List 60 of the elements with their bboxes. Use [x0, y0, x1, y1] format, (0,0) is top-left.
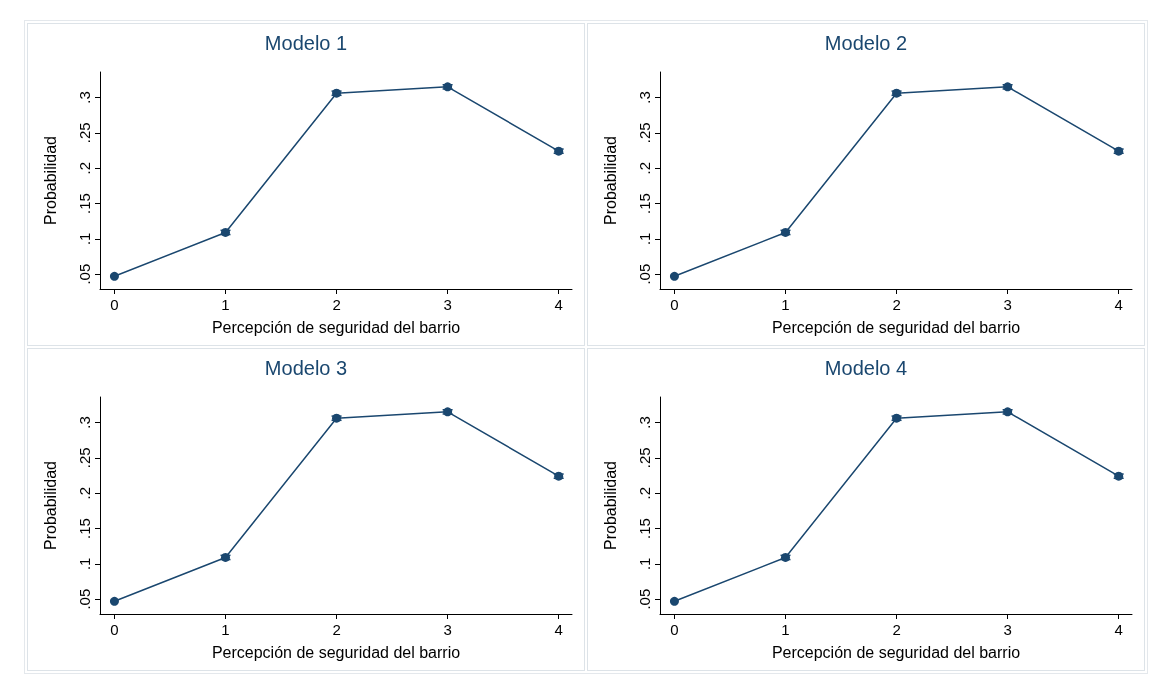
y-tick-label: .05	[636, 263, 653, 285]
chart-title: Modelo 4	[824, 357, 908, 379]
x-tick-label: 3	[443, 296, 452, 313]
x-tick-label: 1	[781, 296, 790, 313]
y-axis-title: Probabilidad	[601, 461, 619, 550]
y-tick-label: .3	[76, 91, 93, 104]
x-tick-label: 0	[110, 296, 119, 313]
x-tick-label: 0	[110, 621, 119, 638]
x-tick-label: 1	[221, 621, 230, 638]
x-axis-title: Percepción de seguridad del barrio	[211, 643, 461, 661]
y-tick-label: .15	[76, 518, 93, 539]
chart-title: Modelo 1	[264, 32, 348, 54]
y-axis-title: Probabilidad	[41, 136, 59, 225]
x-tick-label: 3	[443, 621, 452, 638]
point	[669, 271, 679, 281]
point	[109, 596, 119, 606]
y-tick-label: .15	[636, 518, 653, 539]
y-tick-label: .05	[636, 588, 653, 610]
y-tick-label: .25	[636, 122, 653, 144]
chart-title: Modelo 2	[824, 32, 908, 54]
y-tick-label: .1	[76, 557, 93, 571]
y-tick-label: .25	[76, 447, 93, 469]
y-tick-label: .05	[76, 263, 93, 285]
y-tick-label: .1	[636, 232, 653, 246]
y-tick-label: .15	[76, 193, 93, 214]
x-tick-label: 1	[781, 621, 790, 638]
x-tick-label: 4	[1114, 621, 1123, 638]
y-tick-label: .25	[636, 447, 653, 469]
x-tick-label: 2	[332, 621, 341, 638]
x-tick-label: 0	[670, 296, 679, 313]
x-tick-label: 2	[892, 621, 901, 638]
y-tick-label: .1	[636, 557, 653, 571]
x-tick-label: 1	[221, 296, 230, 313]
y-tick-label: .2	[76, 161, 93, 175]
y-tick-label: .3	[636, 416, 653, 429]
y-tick-label: .2	[636, 486, 653, 500]
x-tick-label: 3	[1003, 621, 1012, 638]
x-tick-label: 2	[332, 296, 341, 313]
y-axis-title: Probabilidad	[601, 136, 619, 225]
y-tick-label: .2	[636, 161, 653, 175]
y-tick-label: .3	[636, 91, 653, 104]
x-axis-title: Percepción de seguridad del barrio	[211, 318, 461, 336]
x-tick-label: 2	[892, 296, 901, 313]
point	[669, 596, 679, 606]
x-tick-label: 0	[670, 621, 679, 638]
x-tick-label: 4	[1114, 296, 1123, 313]
x-tick-label: 4	[554, 296, 563, 313]
x-tick-label: 3	[1003, 296, 1012, 313]
y-tick-label: .05	[76, 588, 93, 610]
chart-title: Modelo 3	[264, 357, 348, 379]
y-tick-label: .1	[76, 232, 93, 246]
x-tick-label: 4	[554, 621, 563, 638]
y-tick-label: .3	[76, 416, 93, 429]
x-axis-title: Percepción de seguridad del barrio	[771, 643, 1021, 661]
x-axis-title: Percepción de seguridad del barrio	[771, 318, 1021, 336]
y-tick-label: .15	[636, 193, 653, 214]
y-tick-label: .2	[76, 486, 93, 500]
y-axis-title: Probabilidad	[41, 461, 59, 550]
point	[109, 271, 119, 281]
y-tick-label: .25	[76, 122, 93, 144]
